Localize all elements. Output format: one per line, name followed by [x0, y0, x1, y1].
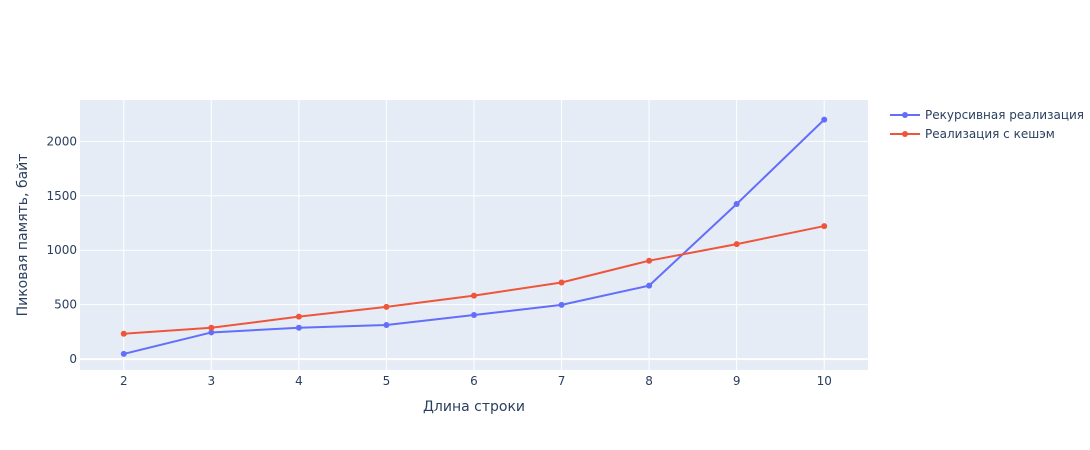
data-point[interactable]	[295, 324, 302, 331]
x-tick-label: 5	[383, 374, 391, 388]
grid-lines	[80, 100, 868, 370]
data-point[interactable]	[821, 116, 828, 123]
data-point[interactable]	[646, 282, 653, 289]
legend-item-cached[interactable]: Реализация с кешэм	[890, 127, 1055, 141]
x-tick-label: 3	[208, 374, 216, 388]
y-tick-label: 1000	[46, 243, 77, 257]
x-tick-label: 8	[645, 374, 653, 388]
data-point[interactable]	[646, 257, 653, 264]
series-1	[120, 116, 828, 357]
y-tick-label: 2000	[46, 134, 77, 148]
series-2	[120, 223, 828, 337]
legend[interactable]: Рекурсивная реализация Реализация с кешэ…	[890, 108, 1084, 141]
y-tick-label: 1500	[46, 189, 77, 203]
x-tick-label: 6	[470, 374, 478, 388]
legend-swatch-marker	[902, 112, 908, 118]
data-point[interactable]	[383, 322, 390, 329]
x-tick-label: 2	[120, 374, 128, 388]
y-tick-label: 500	[54, 298, 77, 312]
x-tick-label: 4	[295, 374, 303, 388]
data-point[interactable]	[558, 279, 565, 286]
x-tick-label: 7	[558, 374, 566, 388]
data-point[interactable]	[208, 329, 215, 336]
data-point[interactable]	[295, 313, 302, 320]
data-point[interactable]	[208, 324, 215, 331]
data-point[interactable]	[471, 292, 477, 299]
y-axis-title: Пиковая память, байт	[15, 154, 31, 317]
data-point[interactable]	[120, 350, 127, 357]
x-axis-title: Длина строки	[423, 399, 525, 415]
data-point[interactable]	[733, 241, 740, 248]
series-layer	[120, 116, 828, 357]
y-tick-label: 0	[69, 352, 77, 366]
data-point[interactable]	[383, 303, 390, 310]
x-axis-ticks: 2 3 4 5 6 7 8 9 10	[120, 374, 832, 388]
legend-label: Рекурсивная реализация	[925, 108, 1084, 122]
data-point[interactable]	[471, 312, 477, 319]
x-tick-label: 10	[817, 374, 832, 388]
y-axis-ticks: 0 500 1000 1500 2000	[46, 134, 77, 366]
data-point[interactable]	[120, 330, 127, 337]
data-point[interactable]	[733, 200, 740, 207]
legend-label: Реализация с кешэм	[925, 127, 1055, 141]
legend-swatch-marker	[902, 131, 908, 137]
data-point[interactable]	[558, 301, 565, 308]
legend-item-recursive[interactable]: Рекурсивная реализация	[890, 108, 1084, 122]
data-point[interactable]	[821, 223, 828, 230]
x-tick-label: 9	[733, 374, 741, 388]
